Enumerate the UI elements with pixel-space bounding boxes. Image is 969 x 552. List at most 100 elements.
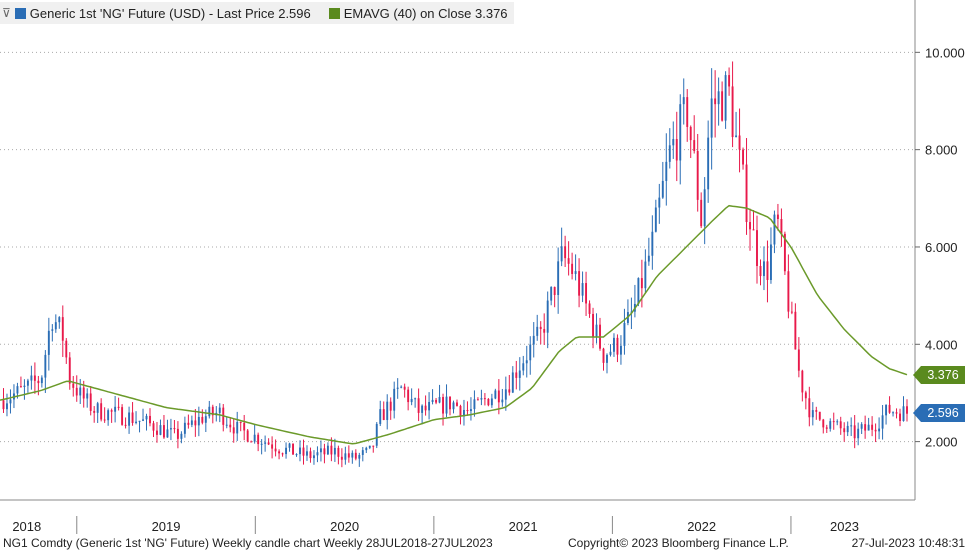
y-tick-label: 10.000 (925, 45, 965, 60)
candle-body (121, 407, 124, 425)
candle-body (194, 420, 197, 426)
candle-body (672, 139, 675, 146)
candle-body (89, 393, 92, 411)
candle-body (16, 386, 19, 394)
candle-body (756, 230, 758, 267)
candle-body (431, 399, 434, 402)
candle-body (204, 416, 207, 423)
settings-icon[interactable]: ⊽ (2, 6, 11, 20)
candle-body (578, 271, 581, 296)
y-tick-label: 6.000 (925, 240, 958, 255)
candle-body (574, 271, 577, 274)
candle-body (504, 389, 507, 400)
candle-body (867, 424, 870, 431)
candle-body (606, 354, 608, 363)
candle-body (340, 456, 343, 460)
candle-body (592, 313, 594, 337)
candle-body (149, 415, 151, 424)
candle-body (560, 246, 563, 262)
candle-body (103, 419, 106, 421)
candle-body (449, 396, 451, 410)
candle-body (382, 409, 385, 420)
candle-body (75, 387, 78, 396)
ema-value-tag: 3.376 (913, 365, 965, 384)
candle-body (874, 429, 877, 432)
candle-body (51, 329, 54, 331)
series-swatch-price (14, 7, 26, 19)
candle-body (588, 303, 591, 314)
candle-body (714, 98, 717, 105)
candle-body (609, 351, 612, 355)
legend-price: Generic 1st 'NG' Future (USD) - Last Pri… (29, 5, 311, 21)
candle-body (354, 452, 357, 459)
candle-body (302, 447, 305, 456)
footer-description: NG1 Comdty (Generic 1st 'NG' Future) Wee… (3, 536, 493, 550)
candle-body (347, 453, 350, 458)
x-tick-label: 2023 (830, 519, 859, 534)
candle-body (651, 231, 654, 256)
candle-body (885, 404, 888, 416)
candle-body (218, 407, 221, 413)
candle-body (271, 444, 274, 449)
candle-body (292, 443, 294, 455)
candle-body (65, 340, 68, 358)
x-tick-labels: 2018 2019 2020 2021 2022 2023 (12, 519, 859, 534)
candle-body (82, 387, 85, 399)
candle-body (351, 452, 354, 458)
candle-body (2, 400, 5, 410)
candle-body (787, 271, 790, 312)
candle-body (358, 454, 361, 459)
candle-body (825, 427, 828, 429)
candle-body (728, 75, 731, 87)
candle-body (393, 388, 396, 411)
candle-body (417, 398, 420, 413)
footer-copyright: Copyright© 2023 Bloomberg Finance L.P. (568, 536, 789, 550)
y-tick-label: 2.000 (925, 435, 958, 450)
candle-body (497, 390, 500, 403)
candle-body (145, 415, 148, 420)
candle-body (783, 233, 786, 272)
candle-body (881, 415, 884, 429)
candle-body (871, 424, 874, 430)
candle-body (742, 149, 745, 165)
candle-body (797, 349, 800, 371)
candle-body (246, 430, 249, 442)
candle-body (815, 410, 818, 412)
candle-body (326, 445, 329, 455)
candle-body (211, 406, 214, 416)
candle-body (428, 401, 431, 411)
candle-body (396, 387, 399, 389)
candle-body (372, 445, 375, 447)
candle-body (679, 104, 682, 161)
candle-body (452, 402, 455, 410)
candle-body (543, 329, 546, 333)
candle-body (459, 405, 462, 417)
candle-body (518, 370, 521, 378)
candle-body (264, 442, 267, 444)
candle-body (843, 428, 846, 433)
candle-body (169, 428, 172, 430)
candle-body (26, 380, 29, 386)
candle-body (731, 86, 734, 138)
candle-body (176, 428, 179, 439)
candle-body (435, 399, 438, 403)
candle-body (483, 398, 486, 400)
candle-body (257, 434, 260, 445)
candle-body (888, 404, 891, 413)
candle-body (665, 161, 668, 181)
candle-body (180, 433, 183, 439)
candle-body (96, 403, 99, 413)
candle-body (407, 389, 410, 403)
candle-body (124, 424, 127, 426)
candle-body (267, 442, 270, 445)
candle-body (613, 337, 615, 352)
candle-body (93, 410, 96, 413)
candle-body (313, 455, 315, 459)
candle-body (557, 261, 560, 295)
x-tick-label: 2019 (152, 519, 181, 534)
candle-body (860, 424, 863, 429)
candle-body (278, 451, 281, 454)
candle-body (6, 403, 8, 410)
candle-body (197, 416, 200, 426)
candle-body (379, 409, 382, 424)
